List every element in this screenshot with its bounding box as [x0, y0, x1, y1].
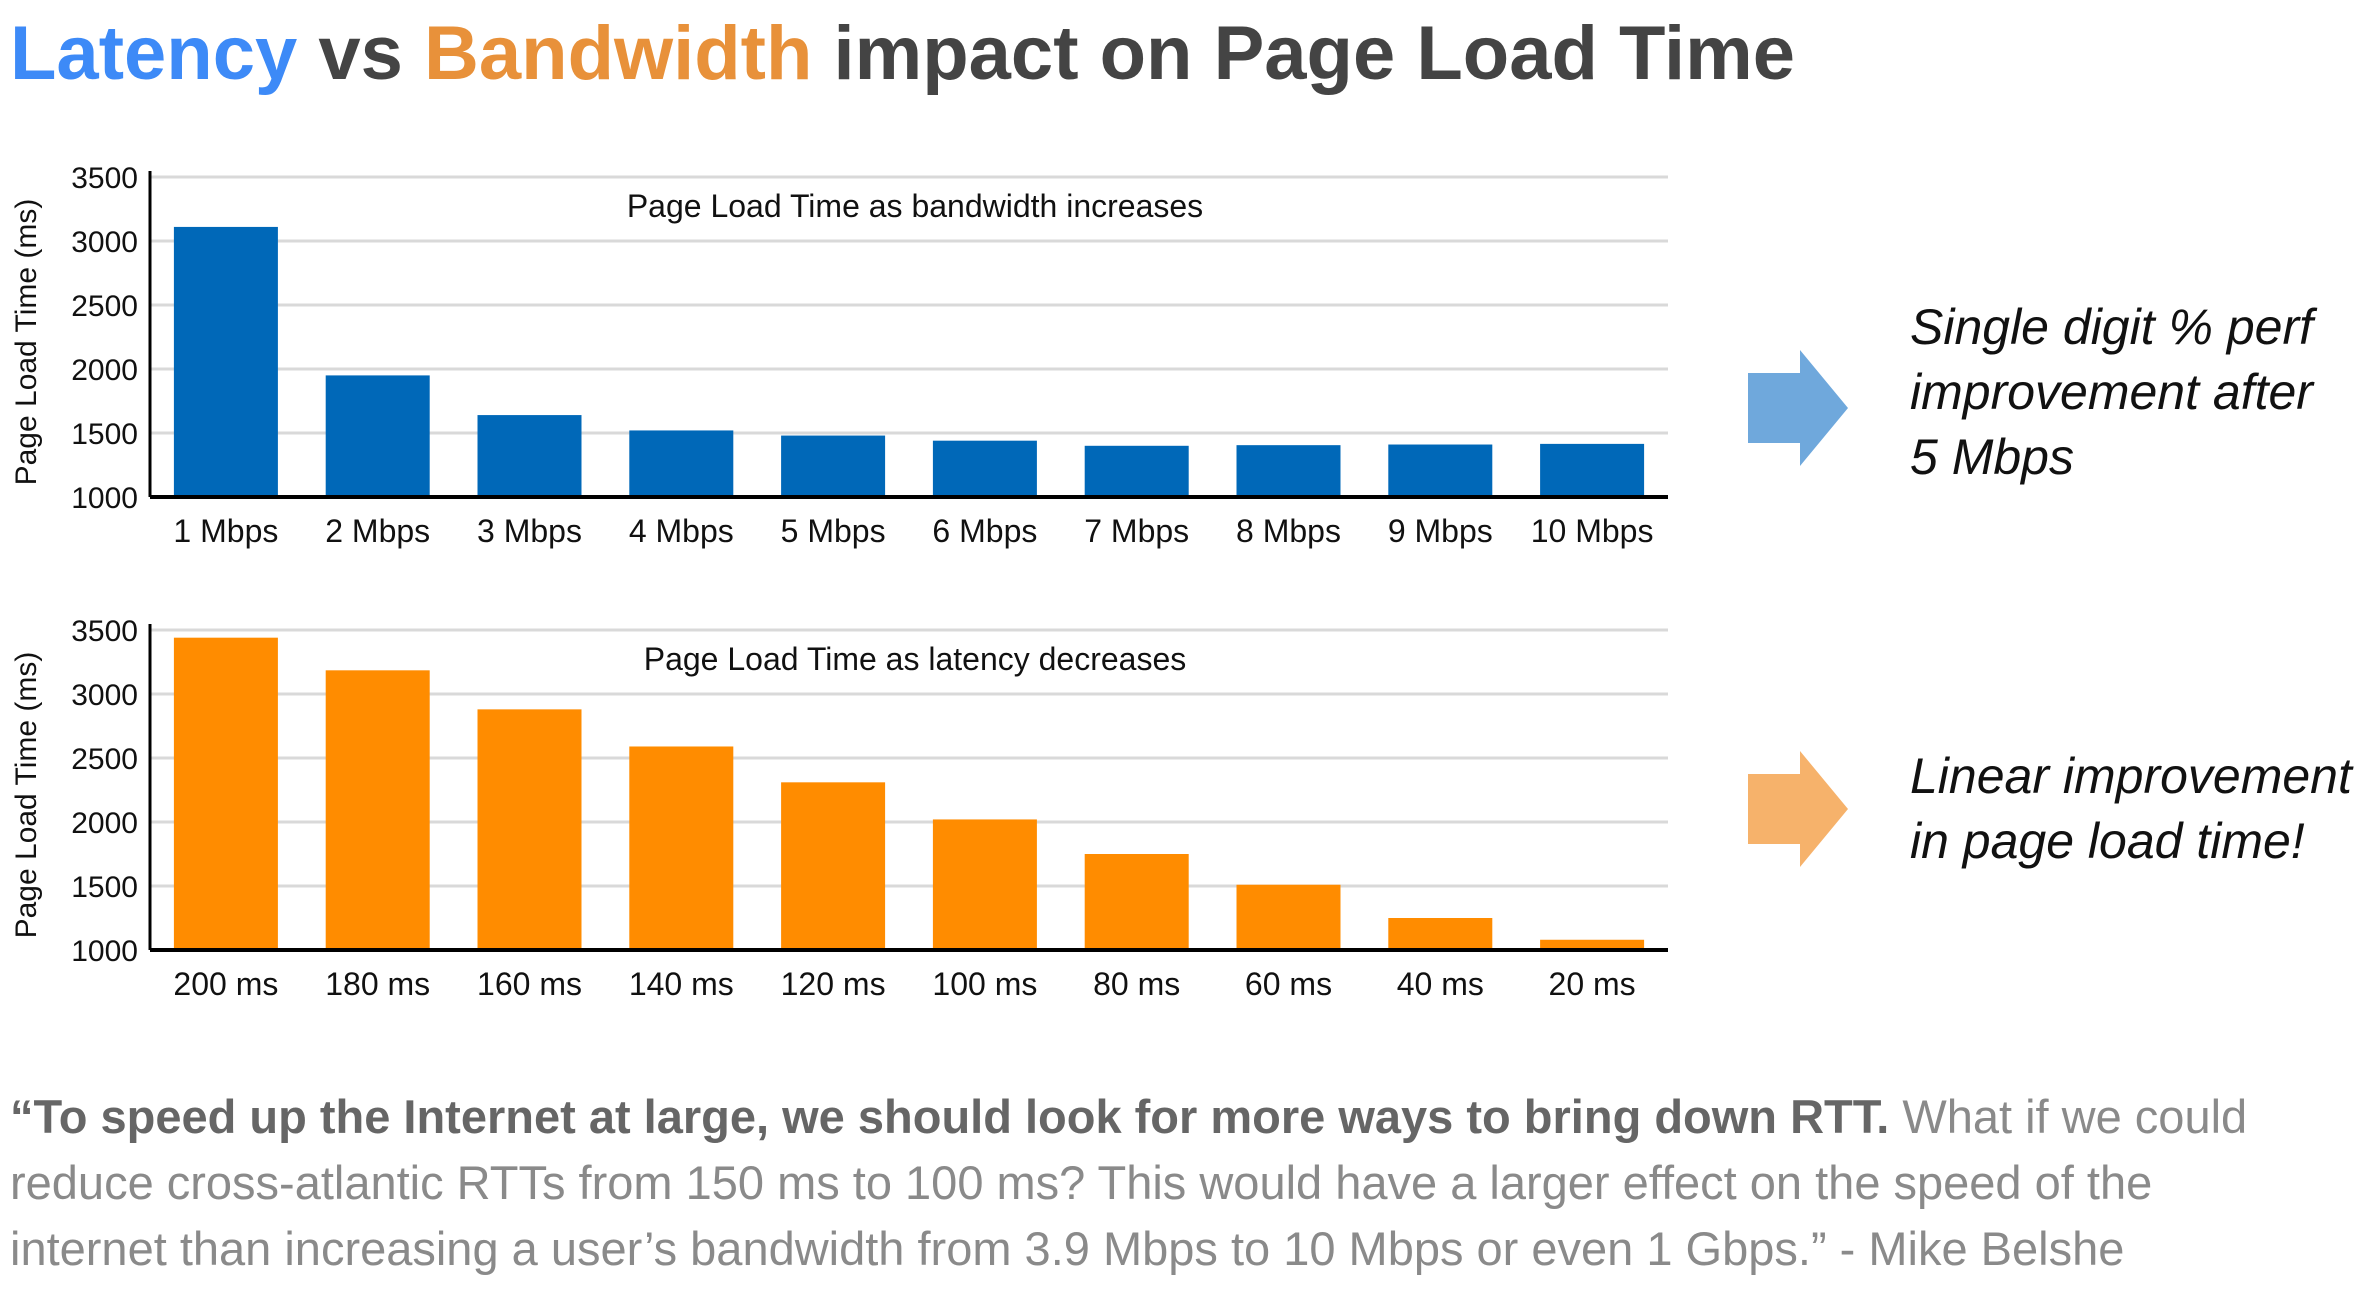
latency-bar	[477, 709, 582, 950]
latency-x-tick-label: 200 ms	[173, 966, 278, 1002]
bandwidth-bar	[1540, 443, 1645, 497]
bandwidth-chart: 1000 1500 2000 2500 3000 3500 1 Mbps 2 Mbps 3 Mb…	[10, 162, 1668, 549]
latency-y-axis-label: Page Load Time (ms)	[10, 652, 43, 939]
latency-bar	[173, 637, 278, 950]
latency-x-tick-label: 100 ms	[932, 966, 1037, 1002]
latency-x-tick-label: 40 ms	[1397, 966, 1484, 1002]
bandwidth-y-tick-label: 2500	[71, 290, 138, 323]
latency-y-tick-label: 1000	[71, 935, 138, 968]
bandwidth-x-tick-label: 6 Mbps	[932, 513, 1037, 549]
latency-y-tick-label: 3500	[71, 615, 138, 648]
title-bandwidth-word: Bandwidth	[424, 11, 813, 96]
latency-x-tick-label: 60 ms	[1245, 966, 1332, 1002]
latency-bar	[1084, 854, 1189, 950]
bandwidth-x-tick-label: 1 Mbps	[173, 513, 278, 549]
quote-line-1-rest: What if we could	[1889, 1090, 2248, 1143]
bandwidth-bar	[1388, 444, 1493, 497]
title-vs-word: vs	[318, 11, 403, 96]
latency-x-tick-label: 140 ms	[629, 966, 734, 1002]
bandwidth-y-tick-label: 3000	[71, 226, 138, 259]
callout-bandwidth: Single digit % perf improvement after 5 …	[1910, 295, 2313, 490]
latency-chart-title: Page Load Time as latency decreases	[644, 641, 1187, 677]
latency-y-tick-label: 2500	[71, 743, 138, 776]
callout-bandwidth-line-1: Single digit % perf	[1910, 299, 2314, 355]
latency-y-tick-label: 1500	[71, 871, 138, 904]
bandwidth-x-tick-label: 7 Mbps	[1084, 513, 1189, 549]
callout-bandwidth-line-3: 5 Mbps	[1910, 429, 2074, 485]
latency-bar	[781, 782, 886, 950]
latency-bar	[1236, 884, 1341, 950]
bandwidth-x-tick-label: 3 Mbps	[477, 513, 582, 549]
latency-x-tick-label: 120 ms	[781, 966, 886, 1002]
callout-latency-line-1: Linear improvement	[1910, 748, 2352, 804]
latency-chart: 1000 1500 2000 2500 3000 3500 200 ms 180 ms 160 …	[10, 615, 1668, 1002]
quote-bold-text: “To speed up the Internet at large, we s…	[10, 1090, 1890, 1143]
bandwidth-x-tick-label: 4 Mbps	[629, 513, 734, 549]
latency-x-tick-label: 20 ms	[1549, 966, 1636, 1002]
bandwidth-y-tick-label: 3500	[71, 162, 138, 195]
bandwidth-bar	[932, 440, 1037, 497]
callout-bandwidth-line-2: improvement after	[1910, 364, 2313, 420]
latency-bar	[1540, 939, 1645, 950]
bandwidth-y-tick-label: 1500	[71, 418, 138, 451]
latency-y-tick-label: 2000	[71, 807, 138, 840]
latency-y-tick-label: 3000	[71, 679, 138, 712]
bandwidth-bar	[1084, 445, 1189, 497]
bandwidth-bar	[1236, 445, 1341, 497]
bandwidth-x-tick-label: 5 Mbps	[781, 513, 886, 549]
bandwidth-x-tick-label: 10 Mbps	[1531, 513, 1654, 549]
bandwidth-bar	[477, 415, 582, 497]
bandwidth-y-tick-label: 2000	[71, 354, 138, 387]
bandwidth-y-tick-label: 1000	[71, 482, 138, 515]
bandwidth-y-axis-label: Page Load Time (ms)	[10, 199, 43, 486]
arrow-right-orange-icon	[1748, 751, 1848, 867]
bandwidth-bar	[629, 430, 734, 497]
bandwidth-x-tick-label: 8 Mbps	[1236, 513, 1341, 549]
quote-line-3: internet than increasing a user’s bandwi…	[10, 1222, 2125, 1275]
arrow-right-blue-icon	[1748, 350, 1848, 466]
bandwidth-bar	[173, 226, 278, 498]
latency-bar	[932, 819, 1037, 950]
bandwidth-x-tick-label: 9 Mbps	[1388, 513, 1493, 549]
latency-x-tick-label: 80 ms	[1093, 966, 1180, 1002]
title-rest-text: impact on Page Load Time	[833, 11, 1796, 96]
callout-latency-line-2: in page load time!	[1910, 813, 2305, 869]
quote-line-2: reduce cross-atlantic RTTs from 150 ms t…	[10, 1156, 2153, 1209]
quote-block: “To speed up the Internet at large, we s…	[10, 1084, 2340, 1282]
latency-x-tick-label: 180 ms	[325, 966, 430, 1002]
latency-bar	[1388, 918, 1493, 950]
bandwidth-bar	[781, 435, 886, 497]
bandwidth-chart-title: Page Load Time as bandwidth increases	[627, 188, 1203, 224]
latency-bar	[325, 670, 430, 950]
title-latency-word: Latency	[10, 11, 298, 96]
latency-x-tick-label: 160 ms	[477, 966, 582, 1002]
quote-line-1: “To speed up the Internet at large, we s…	[10, 1084, 2340, 1150]
slide-title: Latency vs Bandwidth impact on Page Load…	[10, 4, 1795, 104]
callout-latency: Linear improvement in page load time!	[1910, 744, 2352, 874]
bandwidth-bar	[325, 375, 430, 497]
latency-bar	[629, 746, 734, 950]
bandwidth-x-tick-label: 2 Mbps	[325, 513, 430, 549]
